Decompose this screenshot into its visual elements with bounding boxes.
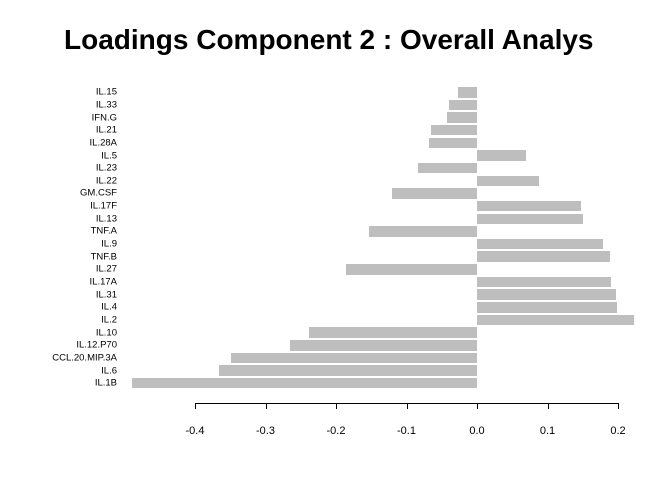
bar-IL.28A (429, 137, 477, 149)
y-axis-label-IL.1B: IL.1B (94, 377, 117, 389)
bar-TNF.A (369, 226, 477, 237)
x-axis-tick-label--0.3: -0.3 (256, 425, 275, 437)
y-axis-label-TNF.B: TNF.B (90, 250, 117, 262)
y-axis-label-IL.17A: IL.17A (89, 276, 117, 288)
bar-TNF.B (477, 251, 610, 262)
x-axis-tick-0.0 (477, 403, 478, 409)
bar-GM.CSF (392, 188, 477, 199)
x-axis-tick--0.2 (336, 403, 337, 409)
bar-IL.1B (131, 377, 477, 389)
x-axis-tick--0.1 (406, 403, 408, 409)
bar-IL.5 (477, 150, 526, 161)
x-axis-tick-label--0.1: -0.1 (397, 425, 416, 437)
y-axis-label-IL.5: IL.5 (101, 149, 117, 161)
bar-CCL.20.MIP.3A (230, 352, 477, 364)
x-axis-tick-label-0.1: 0.1 (539, 425, 556, 437)
y-axis-label-IL.2: IL.2 (101, 314, 117, 326)
y-axis-label-IFN.G: IFN.G (91, 111, 117, 123)
x-axis-tick--0.3 (265, 403, 267, 409)
x-axis-tick--0.4 (195, 403, 196, 409)
x-axis-tick-label--0.2: -0.2 (326, 425, 346, 437)
chart-title: Loadings Component 2 : Overall Analys (64, 24, 594, 55)
y-axis-label-GM.CSF: GM.CSF (80, 187, 117, 199)
y-axis-label-IL.4: IL.4 (101, 301, 117, 313)
y-axis-label-IL.17F: IL.17F (90, 200, 117, 212)
bar-IL.12.P70 (290, 340, 477, 351)
bar-IFN.G (446, 112, 477, 123)
y-axis-label-IL.31: IL.31 (95, 288, 117, 300)
y-axis-label-IL.9: IL.9 (101, 238, 117, 250)
y-axis-label-IL.21: IL.21 (95, 124, 117, 136)
bar-IL.10 (309, 327, 477, 338)
bar-IL.17A (477, 276, 611, 288)
y-axis-label-CCL.20.MIP.3A: CCL.20.MIP.3A (52, 352, 117, 364)
y-axis-label-IL.27: IL.27 (95, 263, 117, 275)
y-axis-label-IL.12.P70: IL.12.P70 (76, 339, 117, 351)
y-axis-label-IL.22: IL.22 (95, 175, 117, 187)
y-axis-label-IL.28A: IL.28A (89, 137, 117, 149)
bar-IL.17F (477, 200, 582, 212)
bar-IL.13 (477, 213, 584, 224)
bar-IL.27 (345, 264, 477, 275)
bar-IL.6 (218, 365, 477, 376)
bar-IL.4 (477, 302, 618, 313)
bar-IL.31 (477, 289, 616, 300)
x-axis-tick-label-0.0: 0.0 (469, 425, 485, 437)
x-axis-tick-label-0.2: 0.2 (610, 425, 626, 437)
y-axis-label-IL.6: IL.6 (101, 364, 117, 376)
bar-IL.33 (448, 99, 477, 111)
bar-IL.15 (457, 87, 477, 98)
y-axis-label-IL.13: IL.13 (95, 213, 117, 224)
bar-IL.23 (418, 162, 477, 174)
bar-IL.2 (477, 314, 634, 326)
x-axis-tick-0.2 (618, 403, 619, 409)
x-axis-tick-0.1 (547, 403, 549, 409)
y-axis-label-IL.23: IL.23 (95, 162, 117, 174)
y-axis-label-TNF.A: TNF.A (90, 225, 117, 237)
y-axis-label-IL.33: IL.33 (95, 99, 117, 111)
bar-IL.21 (431, 124, 477, 136)
x-axis-tick-label--0.4: -0.4 (185, 425, 205, 437)
bar-IL.9 (477, 238, 604, 250)
bar-IL.22 (477, 175, 540, 187)
y-axis-label-IL.15: IL.15 (95, 86, 117, 98)
y-axis-label-IL.10: IL.10 (95, 326, 117, 338)
